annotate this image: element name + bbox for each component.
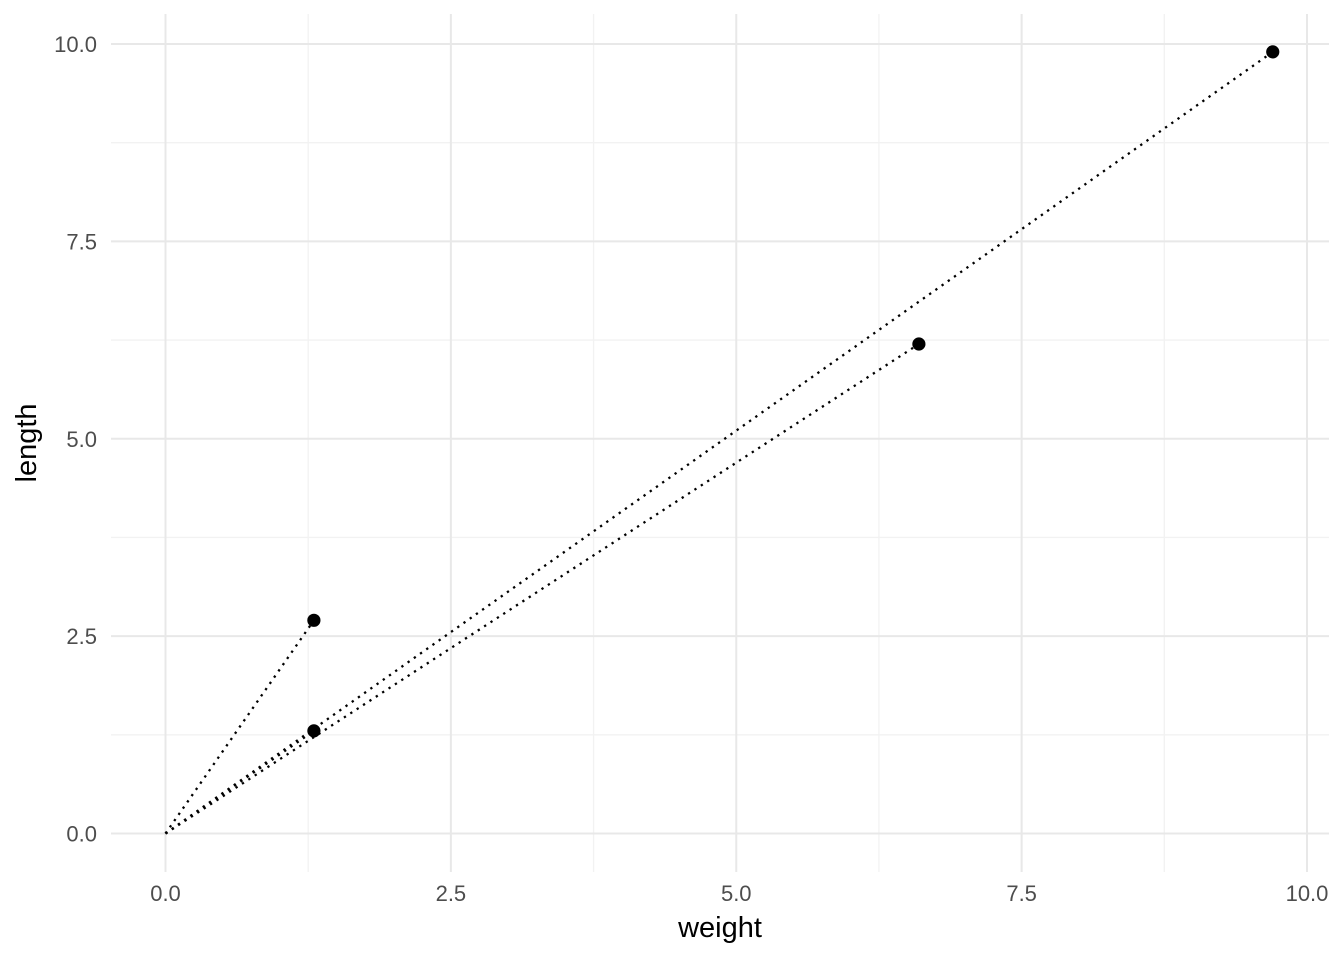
x-tick-label: 10.0 [1286, 881, 1329, 906]
x-tick-label: 7.5 [1006, 881, 1037, 906]
data-point [307, 613, 321, 627]
y-tick-label: 7.5 [66, 229, 97, 254]
y-tick-label: 0.0 [66, 822, 97, 847]
x-axis-title: weight [677, 912, 762, 944]
data-point [1266, 45, 1280, 59]
x-axis-tick-labels: 0.0 2.5 5.0 7.5 10.0 [150, 881, 1328, 906]
x-tick-label: 0.0 [150, 881, 181, 906]
y-tick-label: 5.0 [66, 427, 97, 452]
y-axis-tick-labels: 0.0 2.5 5.0 7.5 10.0 [54, 32, 97, 847]
data-points [307, 45, 1280, 738]
x-tick-label: 2.5 [436, 881, 467, 906]
segment-line [164, 619, 315, 835]
segment-line [164, 50, 1274, 835]
y-tick-label: 10.0 [54, 32, 97, 57]
data-point [307, 724, 321, 738]
x-tick-label: 5.0 [721, 881, 752, 906]
y-axis-title: length [11, 403, 43, 482]
major-gridlines [111, 14, 1329, 872]
origin-segment-lines [164, 50, 1274, 835]
data-point [912, 337, 926, 351]
y-tick-label: 2.5 [66, 624, 97, 649]
segment-line [164, 343, 920, 835]
